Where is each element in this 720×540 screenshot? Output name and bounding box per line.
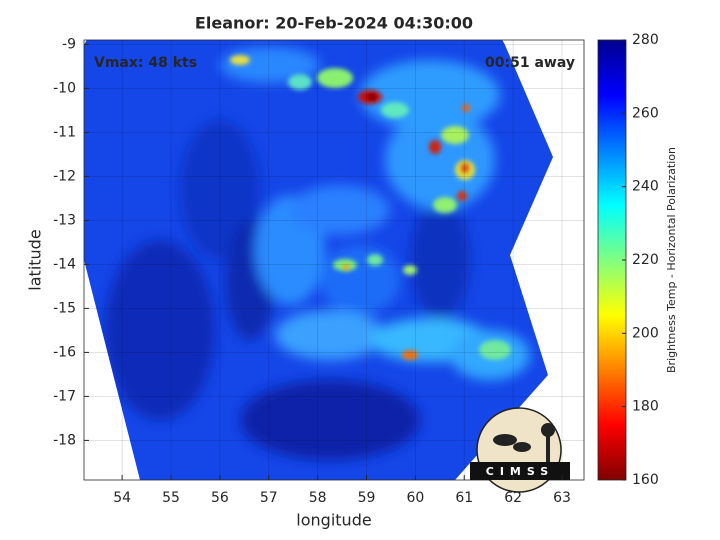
x-tick-label: 58 (309, 490, 327, 506)
y-tick-label: -13 (53, 212, 76, 228)
y-axis-label: latitude (26, 229, 45, 290)
y-tick-label: -12 (53, 168, 76, 184)
y-tick-label: -11 (53, 124, 76, 140)
y-tick-label: -9 (62, 36, 76, 52)
y-tick-label: -16 (53, 344, 76, 360)
colorbar-tick-label: 160 (632, 472, 659, 488)
y-tick-label: -15 (53, 300, 76, 316)
logo-text: CIMSS (486, 465, 554, 478)
colorbar-tick-label: 260 (632, 105, 659, 121)
annotation: 00:51 away (485, 55, 575, 71)
colorbar-tick-label: 240 (632, 179, 659, 195)
y-tick-label: -14 (53, 256, 76, 272)
x-tick-label: 55 (162, 490, 180, 506)
y-tick-label: -17 (53, 388, 76, 404)
swath (84, 40, 553, 480)
plot-frame (83, 39, 585, 481)
y-tick-label: -10 (53, 80, 76, 96)
cimss-logo: CIMSS (470, 407, 570, 493)
x-axis-label: longitude (296, 511, 371, 530)
x-tick-label: 62 (504, 490, 522, 506)
x-tick-label: 63 (553, 490, 571, 506)
x-tick-label: 59 (358, 490, 376, 506)
colorbar (597, 39, 627, 481)
colorbar-tick-label: 200 (632, 325, 659, 341)
colorbar-label: Brightness Temp - Horizontal Polarizatio… (665, 147, 678, 373)
x-tick-label: 57 (260, 490, 278, 506)
y-tick-label: -18 (53, 432, 76, 448)
x-tick-label: 60 (406, 490, 424, 506)
colorbar-tick-label: 220 (632, 252, 659, 268)
x-tick-label: 56 (211, 490, 229, 506)
grid (84, 40, 584, 480)
x-tick-label: 54 (113, 490, 131, 506)
colorbar-tick-label: 280 (632, 32, 659, 48)
annotation: Vmax: 48 kts (94, 55, 197, 71)
x-tick-label: 61 (455, 490, 473, 506)
colorbar-tick-label: 180 (632, 399, 659, 415)
chart-title: Eleanor: 20-Feb-2024 04:30:00 (195, 14, 473, 33)
